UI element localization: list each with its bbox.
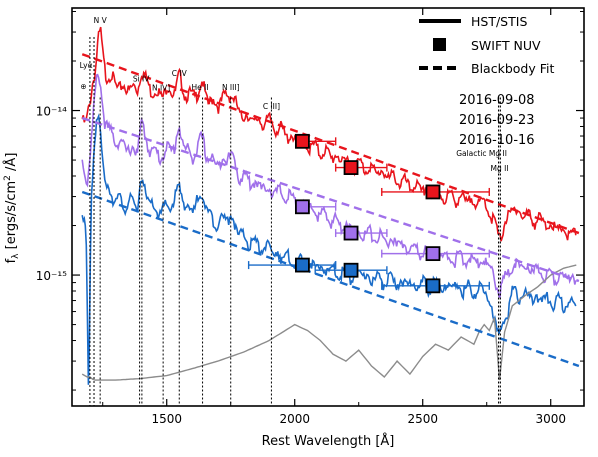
line-marker-label: Galactic Mg II bbox=[456, 149, 507, 158]
epoch-label-2: 2016-09-23 bbox=[459, 113, 535, 128]
y-axis-title: fλ [ergs/s/cm2 /Å] bbox=[3, 153, 21, 264]
line-marker-label: N III] bbox=[222, 83, 240, 92]
epoch-label-1: 2016-09-08 bbox=[459, 93, 535, 108]
nuv-point bbox=[425, 184, 441, 200]
epoch-labels: 2016-09-08 2016-09-23 2016-10-16 bbox=[459, 93, 535, 148]
x-tick-label: 2500 bbox=[407, 412, 438, 426]
x-tick-label: 2000 bbox=[279, 412, 310, 426]
legend-label-nuv: SWIFT NUV bbox=[471, 38, 541, 53]
line-marker-label: Si IV bbox=[133, 75, 150, 84]
nuv-point bbox=[294, 257, 310, 273]
line-marker-label: C IV bbox=[172, 69, 188, 78]
line-marker-label: He II bbox=[191, 83, 208, 92]
nuv-point bbox=[294, 133, 310, 149]
blackbody-fit-line bbox=[81, 190, 580, 368]
epoch-label-3: 2016-10-16 bbox=[459, 133, 535, 148]
line-marker-label: N IV] bbox=[152, 84, 170, 93]
spectrum-line bbox=[81, 264, 577, 381]
blackbody-fit-line bbox=[81, 53, 580, 235]
legend-label-bb: Blackbody Fit bbox=[471, 61, 554, 76]
legend-label-hst: HST/STIS bbox=[471, 14, 527, 29]
x-tick-label: 1500 bbox=[151, 412, 182, 426]
x-tick-label: 3000 bbox=[535, 412, 566, 426]
tick-layer: 1500 2000 2500 3000 10⁻¹⁵ 10⁻¹⁴ bbox=[36, 8, 584, 426]
nuv-point bbox=[425, 278, 441, 294]
plot-frame bbox=[71, 7, 585, 407]
nuv-point bbox=[425, 246, 441, 262]
nuv-point bbox=[343, 225, 359, 241]
spectrum-line bbox=[81, 26, 577, 242]
line-marker-label: Mg II bbox=[490, 164, 508, 173]
series-layer bbox=[81, 26, 580, 385]
legend-swatch-nuv bbox=[433, 38, 446, 51]
line-marker-label: Lyα bbox=[80, 61, 93, 70]
line-marker-label: N V bbox=[94, 16, 108, 25]
spectrum-line bbox=[81, 73, 577, 299]
legend: HST/STIS SWIFT NUV Blackbody Fit bbox=[419, 14, 554, 76]
nuv-point bbox=[343, 160, 359, 175]
nuv-point bbox=[294, 199, 310, 215]
nuv-point bbox=[343, 262, 359, 278]
x-axis-title: Rest Wavelength [Å] bbox=[262, 433, 395, 449]
y-tick-label: 10⁻¹⁴ bbox=[36, 105, 67, 119]
blackbody-fit-line bbox=[81, 116, 580, 283]
line-marker-label: C III] bbox=[263, 102, 280, 111]
line-marker-label: ⊕ bbox=[80, 82, 86, 91]
swift-nuv-layer bbox=[247, 133, 490, 294]
y-tick-label: 10⁻¹⁵ bbox=[36, 269, 67, 283]
